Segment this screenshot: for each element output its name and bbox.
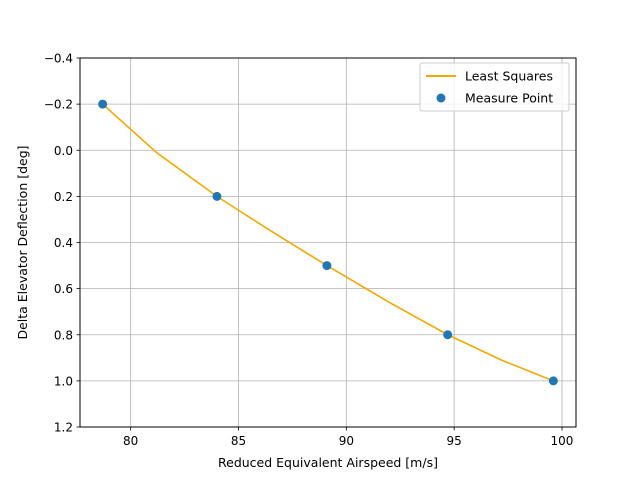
ticks: 80 85 90 95 100 −0.4 −0.2 0.0 0.2 0.4 0.6 0.8 1.0 1.2 — [44, 52, 574, 449]
y-tick-label: 0.6 — [54, 282, 73, 296]
y-tick-label: −0.2 — [44, 98, 73, 112]
legend-label-measure-point: Measure Point — [465, 91, 553, 106]
data-point — [212, 191, 222, 201]
legend-label-least-squares: Least Squares — [465, 69, 553, 84]
y-tick-label: 1.0 — [54, 374, 73, 388]
x-tick-label: 80 — [123, 434, 138, 448]
x-tick-label: 100 — [551, 434, 574, 448]
y-tick-label: 0.2 — [54, 190, 73, 204]
y-tick-label: 0.4 — [54, 236, 73, 250]
plot-points — [98, 99, 558, 386]
y-tick-label: 0.0 — [54, 144, 73, 158]
y-tick-label: 0.8 — [54, 328, 73, 342]
data-point — [443, 330, 453, 340]
x-tick-label: 90 — [339, 434, 354, 448]
x-axis-label: Reduced Equivalent Airspeed [m/s] — [218, 455, 438, 470]
x-tick-label: 85 — [231, 434, 246, 448]
data-point — [548, 376, 558, 386]
y-tick-label: 1.2 — [54, 421, 73, 435]
x-tick-label: 95 — [447, 434, 462, 448]
legend-box — [419, 62, 570, 112]
legend: Least Squares Measure Point — [419, 62, 570, 112]
y-tick-label: −0.4 — [44, 52, 73, 66]
data-point — [98, 99, 108, 109]
legend-swatch-measure-point — [436, 93, 446, 103]
data-point — [322, 261, 332, 271]
y-axis-label: Delta Elevator Deflection [deg] — [15, 145, 30, 339]
